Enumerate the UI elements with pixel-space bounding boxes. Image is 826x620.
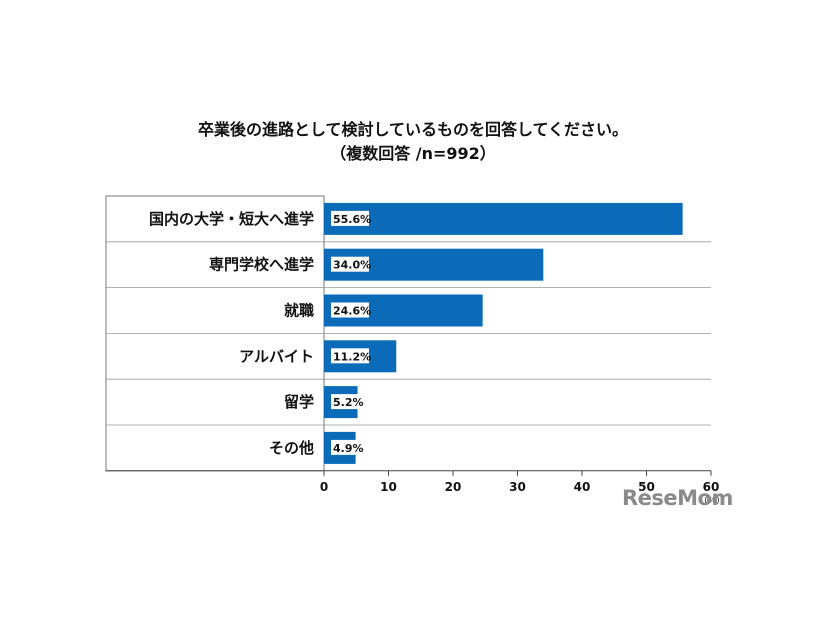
value-label: 11.2%	[333, 350, 371, 363]
category-label: アルバイト	[239, 347, 314, 365]
value-label: 55.6%	[333, 213, 371, 226]
chart-title: 卒業後の進路として検討しているものを回答してください。	[197, 120, 629, 139]
x-tick-label: 40	[574, 480, 591, 494]
x-unit-label: (%)	[704, 496, 720, 506]
value-label-background	[331, 256, 369, 272]
bar	[324, 202, 683, 235]
category-label: 就職	[284, 302, 314, 320]
value-label: 24.6%	[333, 305, 371, 318]
category-label: 留学	[284, 393, 314, 411]
x-tick-label: 60	[703, 480, 720, 494]
value-label: 4.9%	[333, 442, 364, 455]
value-label-background	[331, 394, 363, 410]
value-label-background	[331, 439, 363, 455]
value-label-background	[331, 348, 369, 364]
value-label: 5.2%	[333, 396, 364, 409]
x-tick-label: 20	[445, 480, 462, 494]
x-tick-label: 0	[320, 480, 328, 494]
value-label-background	[331, 302, 369, 318]
value-label-background	[331, 210, 369, 226]
brand-logo: ReseMom	[622, 486, 733, 510]
x-tick-label: 50	[638, 480, 655, 494]
category-label: 国内の大学・短大へ進学	[149, 210, 314, 228]
value-label: 34.0%	[333, 259, 371, 272]
category-label: その他	[269, 439, 314, 457]
x-tick-label: 10	[380, 480, 397, 494]
category-label: 専門学校へ進学	[209, 256, 314, 274]
x-tick-label: 30	[509, 480, 526, 494]
chart-subtitle: （複数回答 /n=992）	[330, 144, 496, 163]
